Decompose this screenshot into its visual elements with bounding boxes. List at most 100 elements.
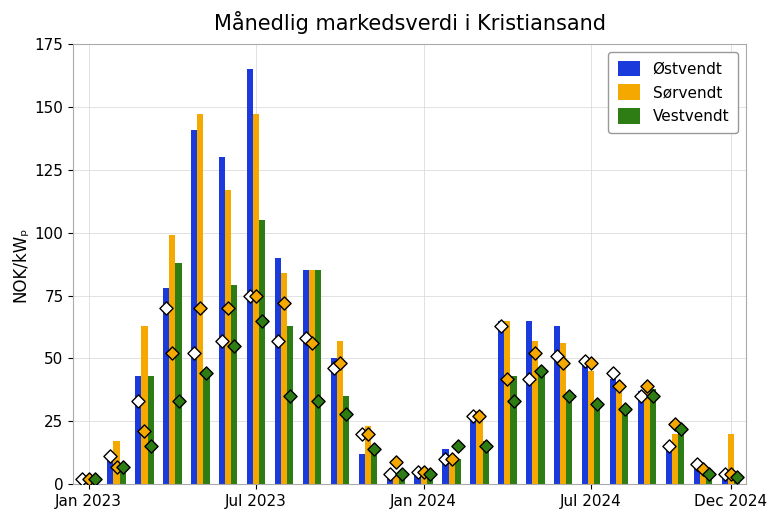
Bar: [706, 472, 712, 484]
Point: [619, 405, 632, 413]
Bar: [163, 288, 169, 484]
Bar: [672, 434, 678, 484]
Point: [76, 475, 89, 483]
Point: [228, 342, 240, 350]
Bar: [219, 157, 225, 484]
Bar: [734, 477, 740, 484]
Point: [417, 467, 430, 476]
Bar: [616, 384, 622, 484]
Point: [591, 399, 604, 408]
Bar: [232, 285, 237, 484]
Bar: [678, 429, 684, 484]
Bar: [722, 479, 728, 484]
Bar: [427, 474, 433, 484]
Bar: [392, 474, 399, 484]
Point: [697, 465, 709, 473]
Bar: [505, 321, 510, 484]
Point: [284, 392, 296, 400]
Bar: [204, 376, 210, 484]
Point: [467, 412, 480, 420]
Point: [395, 470, 408, 478]
Title: Månedlig markedsverdi i Kristiansand: Månedlig markedsverdi i Kristiansand: [214, 11, 606, 34]
Point: [452, 443, 464, 451]
Point: [731, 473, 743, 481]
Point: [563, 392, 576, 400]
Point: [523, 374, 535, 383]
Point: [585, 359, 597, 368]
Point: [110, 462, 122, 471]
Bar: [387, 474, 392, 484]
Bar: [638, 391, 644, 484]
Point: [271, 336, 284, 345]
Bar: [455, 459, 461, 484]
Bar: [191, 129, 197, 484]
Point: [675, 425, 687, 433]
Point: [690, 460, 703, 468]
Bar: [169, 235, 176, 484]
Bar: [247, 69, 253, 484]
Point: [328, 365, 340, 373]
Bar: [693, 464, 700, 484]
Point: [389, 458, 402, 466]
Point: [105, 452, 117, 461]
Bar: [141, 326, 147, 484]
Bar: [343, 396, 349, 484]
Point: [250, 291, 262, 300]
Point: [579, 357, 591, 365]
Point: [194, 304, 207, 312]
Bar: [281, 273, 287, 484]
Bar: [442, 449, 448, 484]
Point: [725, 470, 737, 478]
Bar: [498, 321, 505, 484]
Bar: [309, 270, 315, 484]
Point: [116, 462, 129, 471]
Point: [256, 317, 268, 325]
Point: [607, 369, 619, 378]
Point: [222, 304, 235, 312]
Bar: [420, 474, 427, 484]
Bar: [594, 404, 601, 484]
Bar: [92, 479, 98, 484]
Bar: [665, 447, 672, 484]
Point: [83, 475, 95, 483]
Point: [480, 443, 492, 451]
Bar: [147, 376, 154, 484]
Bar: [644, 388, 650, 484]
Point: [356, 430, 368, 438]
Bar: [365, 426, 370, 484]
Point: [647, 392, 659, 400]
Bar: [287, 326, 293, 484]
Bar: [532, 341, 538, 484]
Bar: [359, 454, 365, 484]
Point: [411, 467, 424, 476]
Bar: [197, 114, 204, 484]
Bar: [303, 270, 309, 484]
Point: [312, 397, 324, 405]
Bar: [331, 358, 337, 484]
Point: [529, 349, 541, 358]
Point: [557, 359, 569, 368]
Point: [551, 352, 563, 360]
Bar: [483, 441, 489, 484]
Bar: [113, 441, 119, 484]
Bar: [337, 341, 343, 484]
Point: [362, 430, 374, 438]
Bar: [477, 411, 483, 484]
Point: [160, 304, 172, 312]
Point: [635, 392, 647, 400]
Point: [278, 299, 290, 307]
Point: [640, 382, 653, 390]
Bar: [526, 321, 532, 484]
Point: [144, 443, 157, 451]
Bar: [650, 388, 656, 484]
Bar: [176, 263, 182, 484]
Point: [166, 349, 179, 358]
Point: [668, 420, 681, 428]
Bar: [588, 371, 594, 484]
Bar: [554, 326, 560, 484]
Bar: [370, 447, 377, 484]
Bar: [538, 371, 544, 484]
Point: [495, 321, 508, 330]
Bar: [582, 358, 588, 484]
Point: [502, 374, 514, 383]
